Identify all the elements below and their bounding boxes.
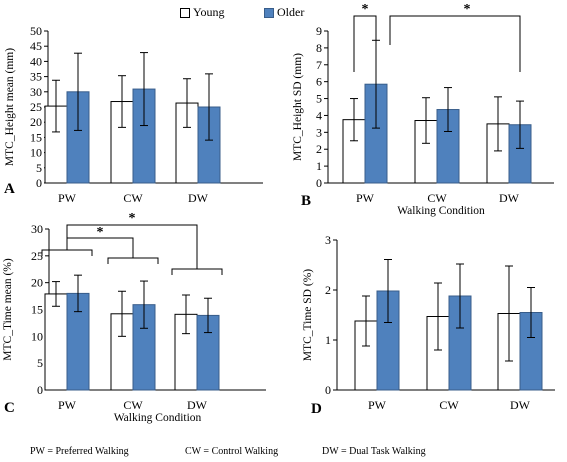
panel-b-significance-star: * [464,2,471,17]
panel-a-y-tick-label: 15 [30,130,42,144]
panel-d-y-axis-title: MTC_Time SD (%) [302,269,314,361]
panel-c-bar-young-pw [44,293,68,391]
panel-a-category-label-cw: CW [123,191,143,205]
panel-b-y-tick-label: 7 [316,58,322,72]
panel-c-y-axis-title: MTC_Time mean (%) [2,258,14,361]
panel-a-y-tick-label: 20 [30,115,42,129]
panel-c-significance-star: * [129,211,136,226]
panel-b-category-label-dw: DW [499,191,520,205]
panel-b-y-tick-label: 8 [316,41,322,55]
panel-c-group-bracket [171,268,223,275]
panel-b-letter: B [301,193,311,209]
panel-c-y-tick-label: 5 [37,356,43,370]
panel-b-significance-bracket [353,15,377,72]
panel-b-category-label-cw: CW [427,191,447,205]
panel-a-category-label-pw: PW [58,191,77,205]
panel-a-y-tick-label: 40 [30,54,42,68]
panel-a-letter: A [4,181,15,197]
panel-b-y-tick-label: 4 [316,108,322,122]
panel-a-y-tick-label: 10 [30,146,42,160]
panel-c-significance-star: * [97,225,104,240]
legend-older-swatch [264,7,274,18]
panel-a-y-tick-label: 30 [30,85,42,99]
panel-a-y-tick-label: 50 [30,24,42,38]
footnote-cw: CW = Control Walking [185,446,279,457]
panel-c-y-tick-label: 20 [31,276,43,290]
panel-a-y-tick-label: 45 [30,39,42,53]
legend-young-swatch [180,7,190,18]
panel-d-category-label-dw: DW [510,398,531,412]
panel-b-y-tick-label: 6 [316,75,322,89]
panel-c-group-bracket [107,257,159,264]
panel-b-category-label-pw: PW [356,191,375,205]
panel-d-y-tick-label: 0 [325,383,331,397]
panel-b-y-tick-label: 1 [316,159,322,173]
panel-c-category-label-pw: PW [58,398,77,412]
footnote-pw: PW = Preferred Walking [30,446,129,457]
panel-a-category-label-dw: DW [188,191,209,205]
panel-d-y-tick-label: 1 [325,333,331,347]
panel-c-y-tick-label: 25 [31,249,43,263]
panel-a-y-tick-label: 25 [30,100,42,114]
legend-young: Young [180,5,224,20]
panel-d-category-label-cw: CW [439,398,459,412]
panel-b-y-tick-label: 9 [316,24,322,38]
panel-a-y-tick-label: 0 [36,176,42,190]
panel-b-y-tick-label: 3 [316,125,322,139]
panel-b-significance-star: * [362,2,369,17]
panel-d-y-tick-label: 2 [325,283,331,297]
panel-b-y-axis-title: MTC_Height SD (mm) [292,53,304,161]
panel-d-category-label-pw: PW [368,398,387,412]
panel-b-y-tick-label: 0 [316,176,322,190]
footnote-dw: DW = Dual Task Walking [322,446,426,457]
panel-c-category-label-dw: DW [187,398,208,412]
panel-c-letter: C [4,400,15,416]
panel-b-y-tick-label: 2 [316,142,322,156]
legend-young-label: Young [193,5,225,19]
panel-c-significance-bracket [66,224,198,269]
panel-b-y-tick-label: 5 [316,92,322,106]
panel-b-x-axis-title: Walking Condition [397,205,485,217]
panel-a-y-tick-label: 5 [36,161,42,175]
panel-a-y-axis-title: MTC_Height mean (mm) [4,48,16,166]
panel-b-significance-bracket [389,15,521,72]
panel-c-y-tick-label: 10 [31,329,43,343]
panel-c-category-label-cw: CW [123,398,143,412]
panel-d-letter: D [311,401,322,417]
legend-older: Older [264,5,304,20]
panel-c-y-tick-label: 15 [31,303,43,317]
panel-c-y-tick-label: 0 [37,383,43,397]
panel-c-significance-bracket [66,237,134,258]
panel-d-y-tick-label: 3 [325,233,331,247]
legend-older-label: Older [277,5,305,19]
panel-c-y-tick-label: 30 [31,222,43,236]
panel-a-y-tick-label: 35 [30,70,42,84]
panel-c-x-axis-title: Walking Condition [114,412,202,424]
